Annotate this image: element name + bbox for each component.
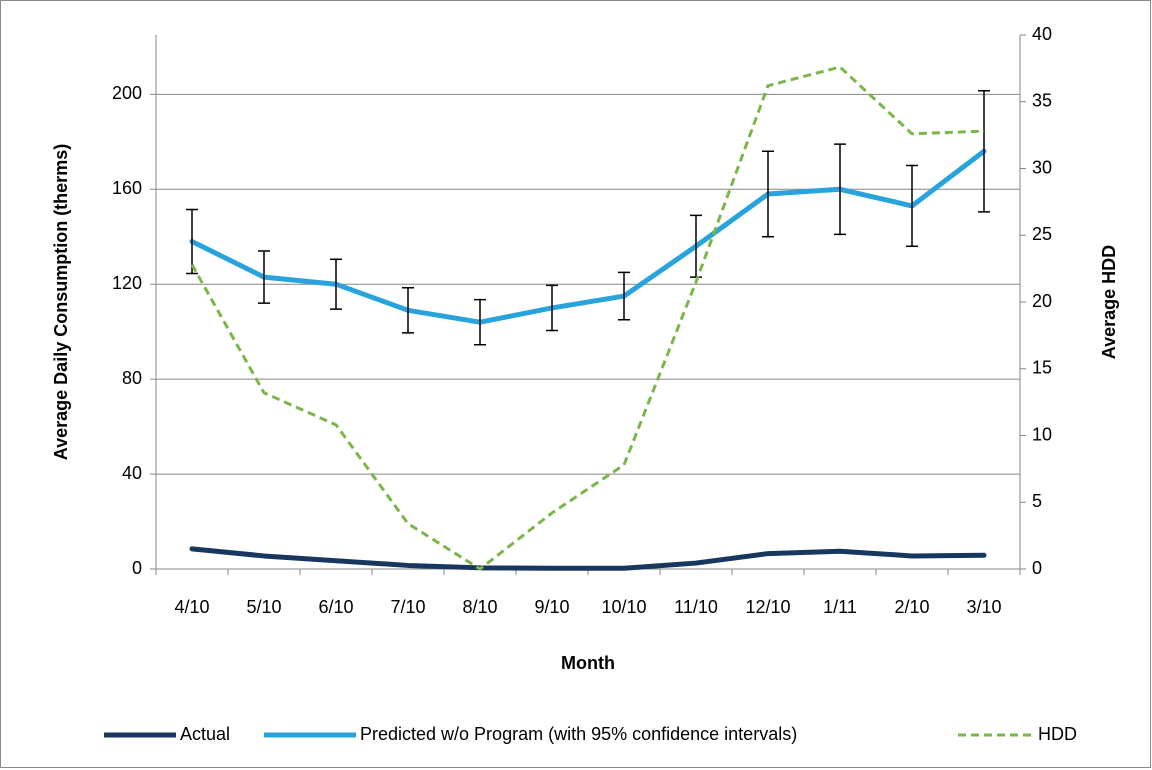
y-tick-label: 0 — [132, 558, 142, 578]
x-tick-label: 4/10 — [174, 597, 209, 617]
y2-tick-label: 0 — [1032, 558, 1042, 578]
x-axis-title: Month — [561, 653, 615, 673]
error-bar — [834, 143, 846, 236]
error-bar — [546, 284, 558, 332]
series-line — [190, 65, 985, 571]
x-tick-label: 7/10 — [390, 597, 425, 617]
error-bar — [762, 150, 774, 238]
error-bar — [690, 214, 702, 278]
y2-tick-label: 25 — [1032, 224, 1052, 244]
legend-label: Actual — [180, 724, 230, 744]
error-bar — [186, 208, 198, 275]
y2-tick-label: 30 — [1032, 157, 1052, 177]
error-bar — [258, 250, 270, 304]
error-bar — [618, 271, 630, 321]
y2-tick-label: 20 — [1032, 291, 1052, 311]
x-tick-label: 11/10 — [674, 597, 718, 617]
x-tick-label: 12/10 — [745, 597, 790, 617]
y-tick-label: 80 — [122, 368, 142, 388]
series-line — [189, 546, 987, 571]
error-bar — [906, 164, 918, 247]
x-tick-label: 5/10 — [246, 597, 281, 617]
x-tick-label: 6/10 — [318, 597, 353, 617]
x-tick-label: 10/10 — [601, 597, 646, 617]
x-tick-label: 9/10 — [534, 597, 569, 617]
y2-tick-label: 35 — [1032, 91, 1052, 111]
y-tick-label: 120 — [112, 273, 142, 293]
x-tick-label: 2/10 — [894, 597, 929, 617]
y-axis-title: Average Daily Consumption (therms) — [51, 144, 71, 460]
y2-axis-title: Average HDD — [1099, 245, 1119, 359]
error-bar — [474, 298, 486, 346]
error-bar — [978, 90, 990, 213]
x-tick-label: 1/11 — [823, 597, 857, 617]
y2-tick-label: 15 — [1032, 358, 1052, 378]
legend-label: Predicted w/o Program (with 95% confiden… — [360, 724, 797, 744]
x-tick-label: 3/10 — [966, 597, 1001, 617]
x-tick-label: 8/10 — [462, 597, 497, 617]
y-tick-label: 40 — [122, 463, 142, 483]
y2-tick-label: 40 — [1032, 24, 1052, 44]
y-tick-label: 200 — [112, 83, 142, 103]
legend-label: HDD — [1038, 724, 1077, 744]
series-line — [189, 148, 987, 325]
error-bar — [402, 287, 414, 334]
y2-tick-label: 5 — [1032, 491, 1042, 511]
y2-tick-label: 10 — [1032, 424, 1052, 444]
error-bar — [330, 258, 342, 310]
y-tick-label: 160 — [112, 178, 142, 198]
